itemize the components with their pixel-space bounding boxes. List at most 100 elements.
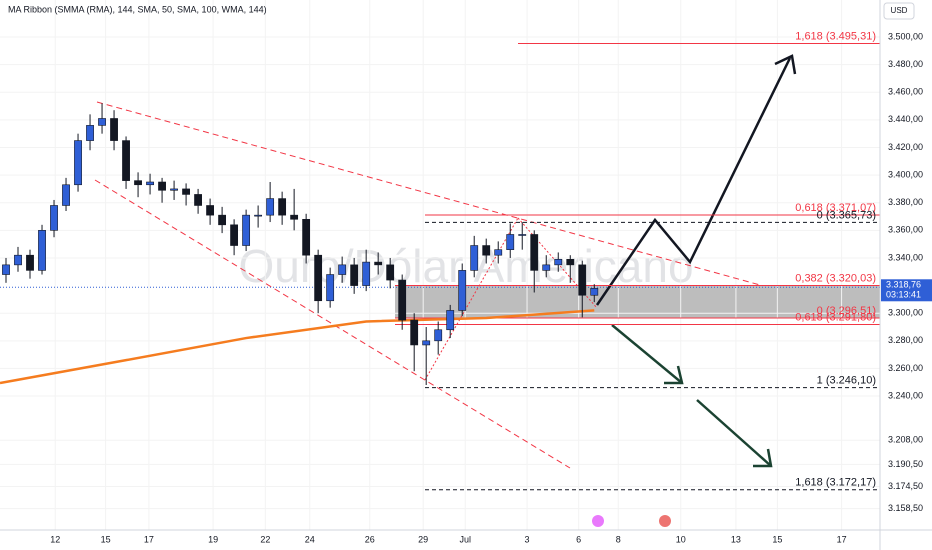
fib-layer: 1,618 (3.495,31) 0,618 (3.371,07)0 (3.365… bbox=[395, 30, 880, 491]
candle-body bbox=[398, 279, 407, 321]
y-tick-label: 3.260,00 bbox=[888, 363, 923, 373]
candle-body bbox=[98, 118, 106, 126]
arrow-head bbox=[774, 54, 797, 75]
event-icon[interactable] bbox=[659, 515, 671, 527]
y-tick-label: 3.158,50 bbox=[888, 503, 923, 513]
candle-body bbox=[362, 261, 371, 286]
candle-body bbox=[278, 198, 287, 216]
candle-body bbox=[434, 329, 443, 342]
y-tick-label: 3.340,00 bbox=[888, 252, 923, 262]
trend-line bbox=[94, 179, 571, 469]
candle-body bbox=[530, 234, 539, 271]
x-tick-label: 19 bbox=[208, 534, 218, 544]
candle-body bbox=[158, 181, 166, 191]
candle-body bbox=[134, 180, 142, 186]
x-tick-label: 29 bbox=[418, 534, 428, 544]
candle-body bbox=[326, 274, 335, 302]
candle-body bbox=[386, 264, 395, 281]
candle-body bbox=[566, 259, 575, 266]
x-tick-label: 3 bbox=[525, 534, 530, 544]
bear-arrow bbox=[611, 324, 683, 384]
x-tick-label: 24 bbox=[305, 534, 315, 544]
y-tick-label: 3.400,00 bbox=[888, 169, 923, 179]
y-tick-label: 3.480,00 bbox=[888, 59, 923, 69]
candle-body bbox=[194, 194, 202, 206]
candle-body bbox=[146, 181, 154, 186]
y-tick-label: 3.300,00 bbox=[888, 308, 923, 318]
fib-label: 1,618 (3.172,17) bbox=[795, 477, 876, 489]
x-tick-label: 22 bbox=[260, 534, 270, 544]
candle-body bbox=[122, 140, 130, 181]
price-box bbox=[881, 279, 932, 302]
candle-body bbox=[266, 198, 275, 216]
x-tick-label: 13 bbox=[731, 534, 741, 544]
fib-label: 1 (3.246,10) bbox=[817, 375, 876, 387]
fib-label: 0,618 (3.291,80) bbox=[795, 311, 876, 323]
candle-body bbox=[554, 259, 563, 266]
x-tick-label: 26 bbox=[365, 534, 375, 544]
candle-body bbox=[494, 249, 503, 256]
x-tick-label: 17 bbox=[837, 534, 847, 544]
candle-body bbox=[218, 214, 227, 226]
grid-layer bbox=[0, 0, 880, 530]
candle-body bbox=[230, 224, 239, 246]
y-tick-label: 3.500,00 bbox=[888, 31, 923, 41]
y-tick-label: 3.360,00 bbox=[888, 225, 923, 235]
x-tick-label: 15 bbox=[101, 534, 111, 544]
candle-body bbox=[518, 234, 527, 236]
bull-arrow bbox=[595, 57, 792, 306]
candle-body bbox=[458, 270, 467, 311]
moving-average bbox=[0, 309, 595, 385]
currency-box[interactable] bbox=[883, 2, 915, 20]
y-tick-label: 3.460,00 bbox=[888, 87, 923, 97]
candle-body bbox=[542, 264, 551, 271]
candle-body bbox=[482, 245, 491, 256]
drawings bbox=[94, 54, 797, 469]
fib-label: 0,618 (3.371,07) bbox=[795, 202, 876, 214]
x-tick-label: 15 bbox=[772, 534, 782, 544]
candle-body bbox=[2, 264, 10, 275]
candle-body bbox=[314, 254, 323, 302]
candle-body bbox=[578, 264, 587, 296]
y-tick-label: 3.190,50 bbox=[888, 459, 923, 469]
x-tick-label: 6 bbox=[576, 534, 581, 544]
candle-layer bbox=[0, 103, 599, 386]
candle-body bbox=[242, 214, 251, 246]
candle-body bbox=[62, 184, 70, 206]
candle-body bbox=[590, 288, 599, 296]
arrow-head bbox=[753, 448, 773, 468]
y-tick-label: 3.380,00 bbox=[888, 197, 923, 207]
axis-layer: 3.500,00 3.480,00 3.460,00 3.440,00 3.420,00… bbox=[50, 31, 932, 544]
y-tick-label: 3.208,00 bbox=[888, 435, 923, 445]
fib-label: 0,382 (3.320,03) bbox=[795, 272, 876, 284]
y-tick-label: 3.440,00 bbox=[888, 114, 923, 124]
fib-label: 0 (3.296,51) bbox=[817, 305, 876, 317]
x-tick-label: Jul bbox=[459, 534, 471, 544]
candle-body bbox=[74, 140, 82, 186]
candle-body bbox=[50, 205, 58, 231]
candle-body bbox=[86, 125, 94, 141]
candle-body bbox=[206, 205, 214, 216]
currency[interactable]: USD bbox=[891, 6, 908, 15]
zone-layer bbox=[395, 285, 880, 319]
zone bbox=[395, 285, 880, 319]
trend-line bbox=[96, 101, 761, 286]
candle-body bbox=[26, 254, 34, 271]
y-tick-label: 3.280,00 bbox=[888, 335, 923, 345]
candle-body bbox=[182, 188, 190, 195]
event-icon[interactable] bbox=[592, 515, 604, 527]
candle-body bbox=[254, 214, 263, 217]
candle-body bbox=[302, 218, 311, 256]
candle-body bbox=[506, 234, 515, 250]
fib-label: 0 (3.365,73) bbox=[817, 209, 876, 221]
candle-body bbox=[374, 261, 383, 266]
candle-body bbox=[422, 340, 431, 346]
y-tick-label: 3.420,00 bbox=[888, 142, 923, 152]
candle-body bbox=[470, 245, 479, 271]
x-tick-label: 8 bbox=[616, 534, 621, 544]
candle-body bbox=[338, 264, 347, 275]
x-tick-label: 17 bbox=[144, 534, 154, 544]
indicator-label: MA Ribbon (SMMA (RMA), 144, SMA, 50, SMA… bbox=[8, 4, 267, 14]
x-tick-label: 10 bbox=[676, 534, 686, 544]
